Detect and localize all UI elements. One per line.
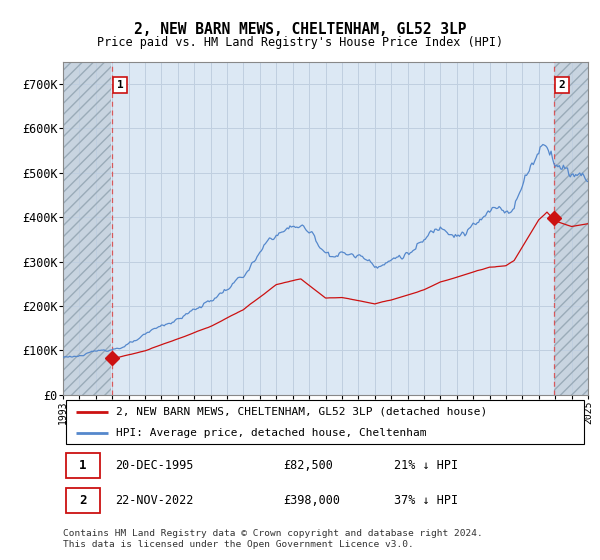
FancyBboxPatch shape (65, 453, 100, 478)
Text: 37% ↓ HPI: 37% ↓ HPI (394, 494, 458, 507)
Text: 20-DEC-1995: 20-DEC-1995 (115, 459, 194, 472)
Text: 22-NOV-2022: 22-NOV-2022 (115, 494, 194, 507)
Text: Contains HM Land Registry data © Crown copyright and database right 2024.
This d: Contains HM Land Registry data © Crown c… (63, 529, 483, 549)
Text: 2: 2 (79, 494, 87, 507)
Text: Price paid vs. HM Land Registry's House Price Index (HPI): Price paid vs. HM Land Registry's House … (97, 36, 503, 49)
FancyBboxPatch shape (65, 488, 100, 513)
Text: 1: 1 (116, 80, 124, 90)
Text: £82,500: £82,500 (284, 459, 334, 472)
Text: 1: 1 (79, 459, 87, 472)
Text: 2, NEW BARN MEWS, CHELTENHAM, GL52 3LP (detached house): 2, NEW BARN MEWS, CHELTENHAM, GL52 3LP (… (115, 407, 487, 417)
Text: 2, NEW BARN MEWS, CHELTENHAM, GL52 3LP: 2, NEW BARN MEWS, CHELTENHAM, GL52 3LP (134, 22, 466, 38)
Text: 2: 2 (559, 80, 565, 90)
Text: £398,000: £398,000 (284, 494, 341, 507)
Text: HPI: Average price, detached house, Cheltenham: HPI: Average price, detached house, Chel… (115, 428, 426, 438)
Text: 21% ↓ HPI: 21% ↓ HPI (394, 459, 458, 472)
FancyBboxPatch shape (65, 400, 584, 444)
